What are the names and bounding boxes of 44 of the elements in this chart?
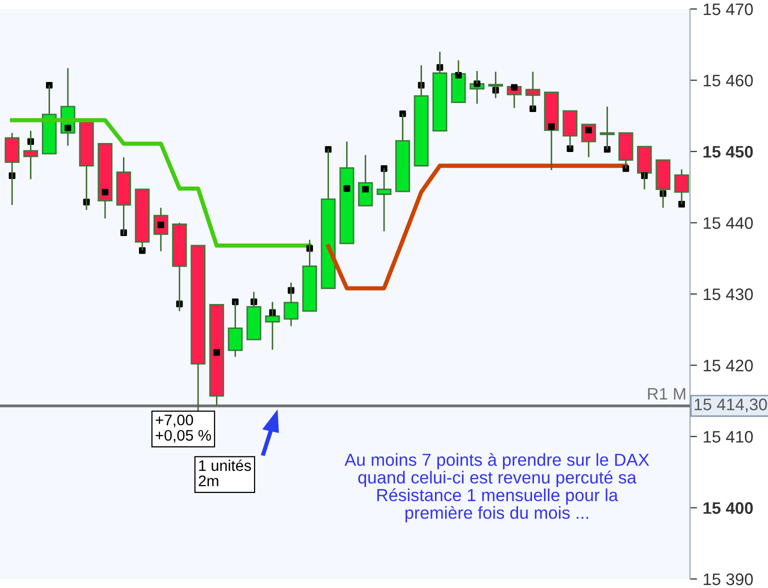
candlestick <box>246 291 262 340</box>
y-tick-label: 15 390 <box>704 573 753 586</box>
text: 15 414,30 <box>694 398 767 412</box>
point <box>362 186 369 193</box>
candlestick <box>4 132 20 206</box>
y-tick-label: 15 420 <box>704 360 753 372</box>
candlestick <box>228 300 243 358</box>
point <box>548 123 555 130</box>
point <box>64 124 72 132</box>
candlestick <box>320 148 336 289</box>
candlestick <box>23 130 38 180</box>
point <box>566 145 574 152</box>
y-tick-label: 15 430 <box>704 288 753 300</box>
y-tick-label: 15 460 <box>704 74 753 86</box>
candlestick <box>414 64 429 166</box>
point <box>344 185 350 192</box>
candlestick <box>656 159 670 208</box>
candlestick <box>172 222 187 312</box>
point <box>213 349 220 356</box>
candlestick <box>525 71 540 110</box>
point <box>474 80 480 88</box>
candlestick <box>339 140 354 244</box>
candlestick <box>637 146 652 190</box>
candlestick <box>98 142 112 220</box>
ref-line-label: R1 M <box>648 388 686 400</box>
candlestick <box>544 92 559 171</box>
y-tick-label: 15 440 <box>704 217 753 229</box>
point <box>455 72 462 79</box>
candlestick <box>451 60 466 104</box>
annotation: 1 unités 2m <box>198 460 251 486</box>
candlestick <box>302 239 318 312</box>
y-tick-label: 15 400 <box>704 502 753 514</box>
annotation: Au moins 7 points à prendre sur le DAX quand celui-ci est revenu percuté sa Résistance 1 mensuelle pour la première fois du mois ... <box>344 452 650 522</box>
candlestick <box>284 282 298 327</box>
candlestick <box>265 301 280 350</box>
y-tick-label: 15 450 <box>704 146 753 158</box>
annotation: +7,00 +0,05 % <box>156 414 211 443</box>
candlestick <box>79 119 94 211</box>
candlestick <box>432 51 448 132</box>
y-tick-label: 15 410 <box>704 430 753 443</box>
y-tick-label: 15 470 <box>704 3 753 16</box>
point <box>102 188 108 196</box>
candlestick <box>209 304 224 406</box>
line-series <box>326 164 628 290</box>
